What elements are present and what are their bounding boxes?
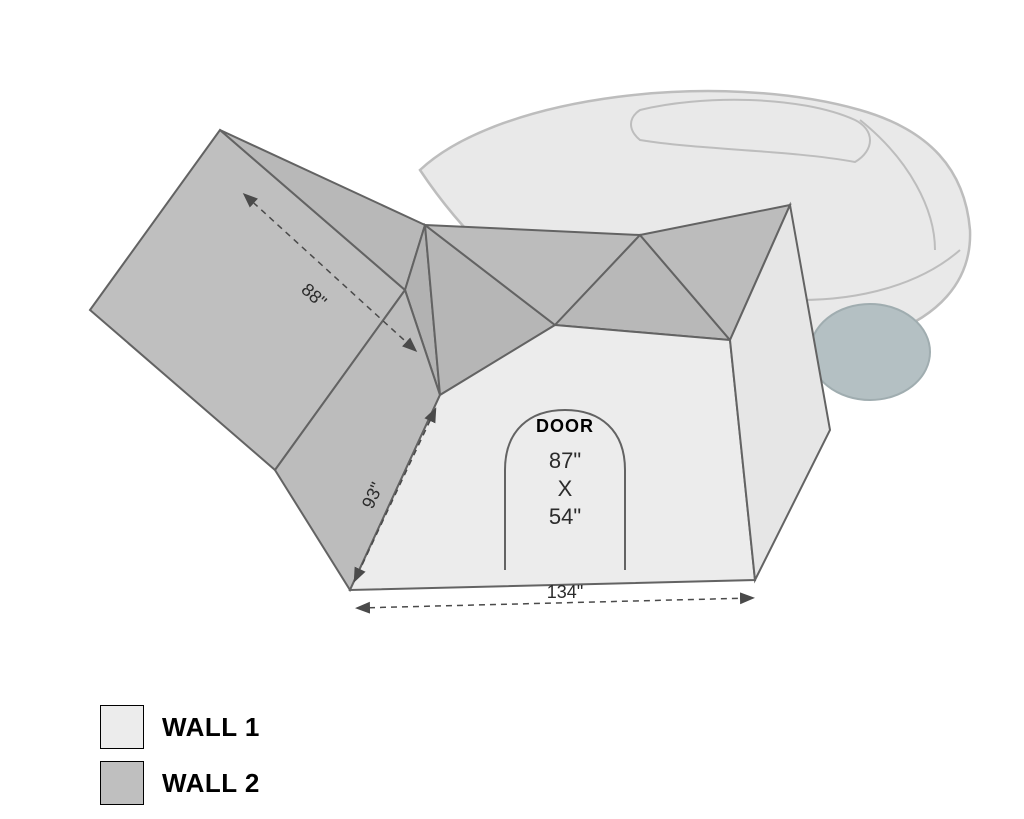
dim-base-width-label: 134"	[547, 582, 583, 602]
door-width: 54"	[549, 504, 581, 529]
legend-label-wall2: WALL 2	[162, 768, 260, 799]
legend-row-wall1: WALL 1	[100, 705, 260, 749]
legend: WALL 1 WALL 2	[100, 705, 260, 817]
legend-swatch-wall2	[100, 761, 144, 805]
legend-swatch-wall1	[100, 705, 144, 749]
door-join: X	[558, 476, 573, 501]
door-title: DOOR	[536, 416, 594, 436]
awning-diagram: 88" 93" 134" DOOR 87" X 54"	[0, 0, 1024, 819]
legend-label-wall1: WALL 1	[162, 712, 260, 743]
legend-row-wall2: WALL 2	[100, 761, 260, 805]
door-height: 87"	[549, 448, 581, 473]
